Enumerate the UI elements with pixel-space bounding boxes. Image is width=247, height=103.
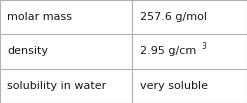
Text: very soluble: very soluble — [140, 81, 207, 91]
Text: 2.95 g/cm: 2.95 g/cm — [140, 46, 196, 57]
Text: solubility in water: solubility in water — [7, 81, 107, 91]
Text: 3: 3 — [202, 42, 206, 51]
Text: molar mass: molar mass — [7, 12, 72, 22]
Text: 257.6 g/mol: 257.6 g/mol — [140, 12, 206, 22]
Text: density: density — [7, 46, 48, 57]
